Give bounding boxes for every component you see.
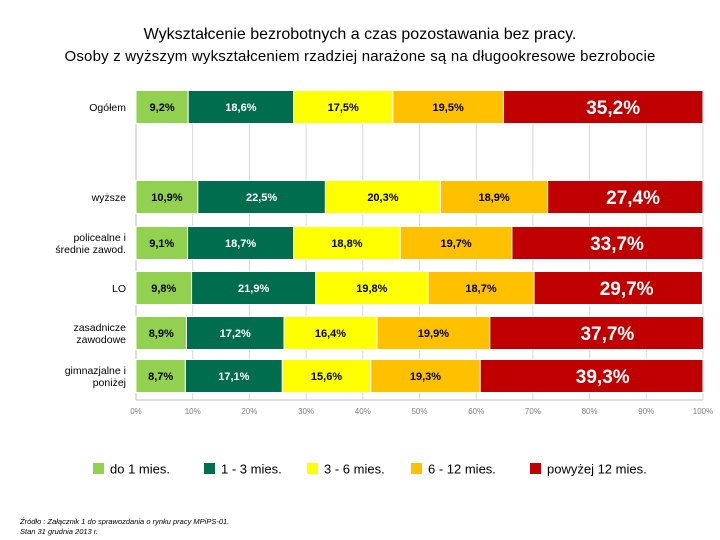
category-label: policealne i — [73, 232, 126, 244]
x-tick-label: 10% — [185, 407, 201, 416]
legend-swatch — [411, 463, 422, 474]
bar-segment — [315, 271, 429, 305]
chart-title: Wykształcenie bezrobotnych a czas pozost… — [143, 26, 577, 43]
x-tick-label: 80% — [582, 407, 598, 416]
bar-segment — [479, 359, 704, 393]
bar-segment — [376, 316, 491, 350]
x-tick-label: 100% — [693, 407, 713, 416]
bar-segment — [135, 226, 189, 260]
bar-segment — [187, 90, 295, 124]
data-label: 21,9% — [238, 283, 269, 295]
source-line-2: Stan 31 grudnia 2013 r. — [20, 527, 99, 536]
x-tick-label: 90% — [638, 407, 654, 416]
x-tick-label: 30% — [298, 407, 314, 416]
source-note: Źródło : Załącznik 1 do sprawozdania o r… — [20, 517, 229, 537]
legend-swatch — [204, 463, 215, 474]
data-label: 19,8% — [356, 283, 387, 295]
data-label: 19,7% — [440, 238, 471, 250]
data-label: 29,7% — [600, 279, 654, 300]
data-label: 8,9% — [149, 328, 174, 340]
data-label: 18,7% — [225, 238, 256, 250]
bar-segment — [135, 359, 186, 393]
legend-swatch — [93, 463, 104, 474]
data-label: 16,4% — [315, 328, 346, 340]
x-tick-label: 70% — [525, 407, 541, 416]
data-label: 8,7% — [148, 371, 173, 383]
bar-segment — [135, 180, 199, 214]
bar-segment — [489, 316, 705, 350]
data-label: 17,1% — [218, 371, 249, 383]
data-label: 17,5% — [328, 102, 359, 114]
bar-segment — [197, 180, 326, 214]
x-tick-label: 0% — [130, 407, 142, 416]
bar-segment — [399, 226, 513, 260]
data-label: 19,9% — [418, 328, 449, 340]
data-label: 18,7% — [465, 283, 496, 295]
data-label: 17,2% — [220, 328, 251, 340]
data-label: 9,1% — [149, 238, 174, 250]
bar-segment — [439, 180, 549, 214]
legend-swatch — [307, 463, 318, 474]
legend-label: 3 - 6 mies. — [324, 462, 385, 477]
category-label: gimnazjalne i — [65, 365, 126, 377]
bar-segment — [392, 90, 504, 124]
legend-label: do 1 mies. — [110, 462, 170, 477]
data-label: 18,9% — [478, 192, 509, 204]
bar-segment — [547, 180, 704, 214]
bar-segment — [533, 271, 703, 305]
bar-segment — [511, 226, 704, 260]
bar-segment — [191, 271, 317, 305]
source-line-1: Źródło : Załącznik 1 do sprawozdania o r… — [20, 517, 230, 526]
legend-label: powyżej 12 mies. — [547, 462, 647, 477]
x-tick-label: 60% — [468, 407, 484, 416]
bar-segment — [185, 316, 285, 350]
data-label: 15,6% — [311, 371, 342, 383]
category-label: zawodowe — [76, 334, 126, 346]
data-label: 37,7% — [580, 324, 634, 345]
data-label: 27,4% — [606, 188, 660, 209]
category-label: Ogółem — [89, 102, 126, 114]
bar-segment — [135, 271, 193, 305]
data-label: 39,3% — [576, 367, 630, 388]
data-label: 10,9% — [151, 192, 182, 204]
bar-segment — [281, 359, 372, 393]
legend-swatch — [530, 463, 541, 474]
category-label: LO — [112, 283, 126, 295]
data-label: 9,2% — [150, 102, 175, 114]
bar-segment — [293, 90, 394, 124]
category-label: poniżej — [93, 377, 126, 389]
data-label: 19,5% — [433, 102, 464, 114]
data-label: 19,3% — [410, 371, 441, 383]
legend-label: 6 - 12 mies. — [428, 462, 496, 477]
data-label: 33,7% — [590, 234, 644, 255]
data-label: 35,2% — [586, 98, 640, 119]
x-tick-label: 20% — [241, 407, 257, 416]
category-label: wyższe — [91, 192, 127, 204]
bar-segment — [293, 226, 401, 260]
category-label: średnie zawod. — [55, 244, 126, 256]
x-tick-label: 50% — [411, 407, 427, 416]
data-label: 18,6% — [225, 102, 256, 114]
data-label: 18,8% — [331, 238, 362, 250]
data-label: 22,5% — [246, 192, 277, 204]
data-label: 9,8% — [151, 283, 176, 295]
bar-segment — [427, 271, 535, 305]
stacked-bar-chart: 0% 10% 20% 30% 40% 50% 60% 70% 80% 90% 100% Ogółem w… — [55, 90, 713, 477]
category-label: zasadnicze — [73, 322, 126, 334]
legend-label: 1 - 3 mies. — [221, 462, 282, 477]
bar-segment — [502, 90, 704, 124]
data-label: 20,3% — [367, 192, 398, 204]
x-tick-label: 40% — [355, 407, 371, 416]
chart-subtitle: Osoby z wyższym wykształceniem rzadziej … — [64, 48, 656, 65]
